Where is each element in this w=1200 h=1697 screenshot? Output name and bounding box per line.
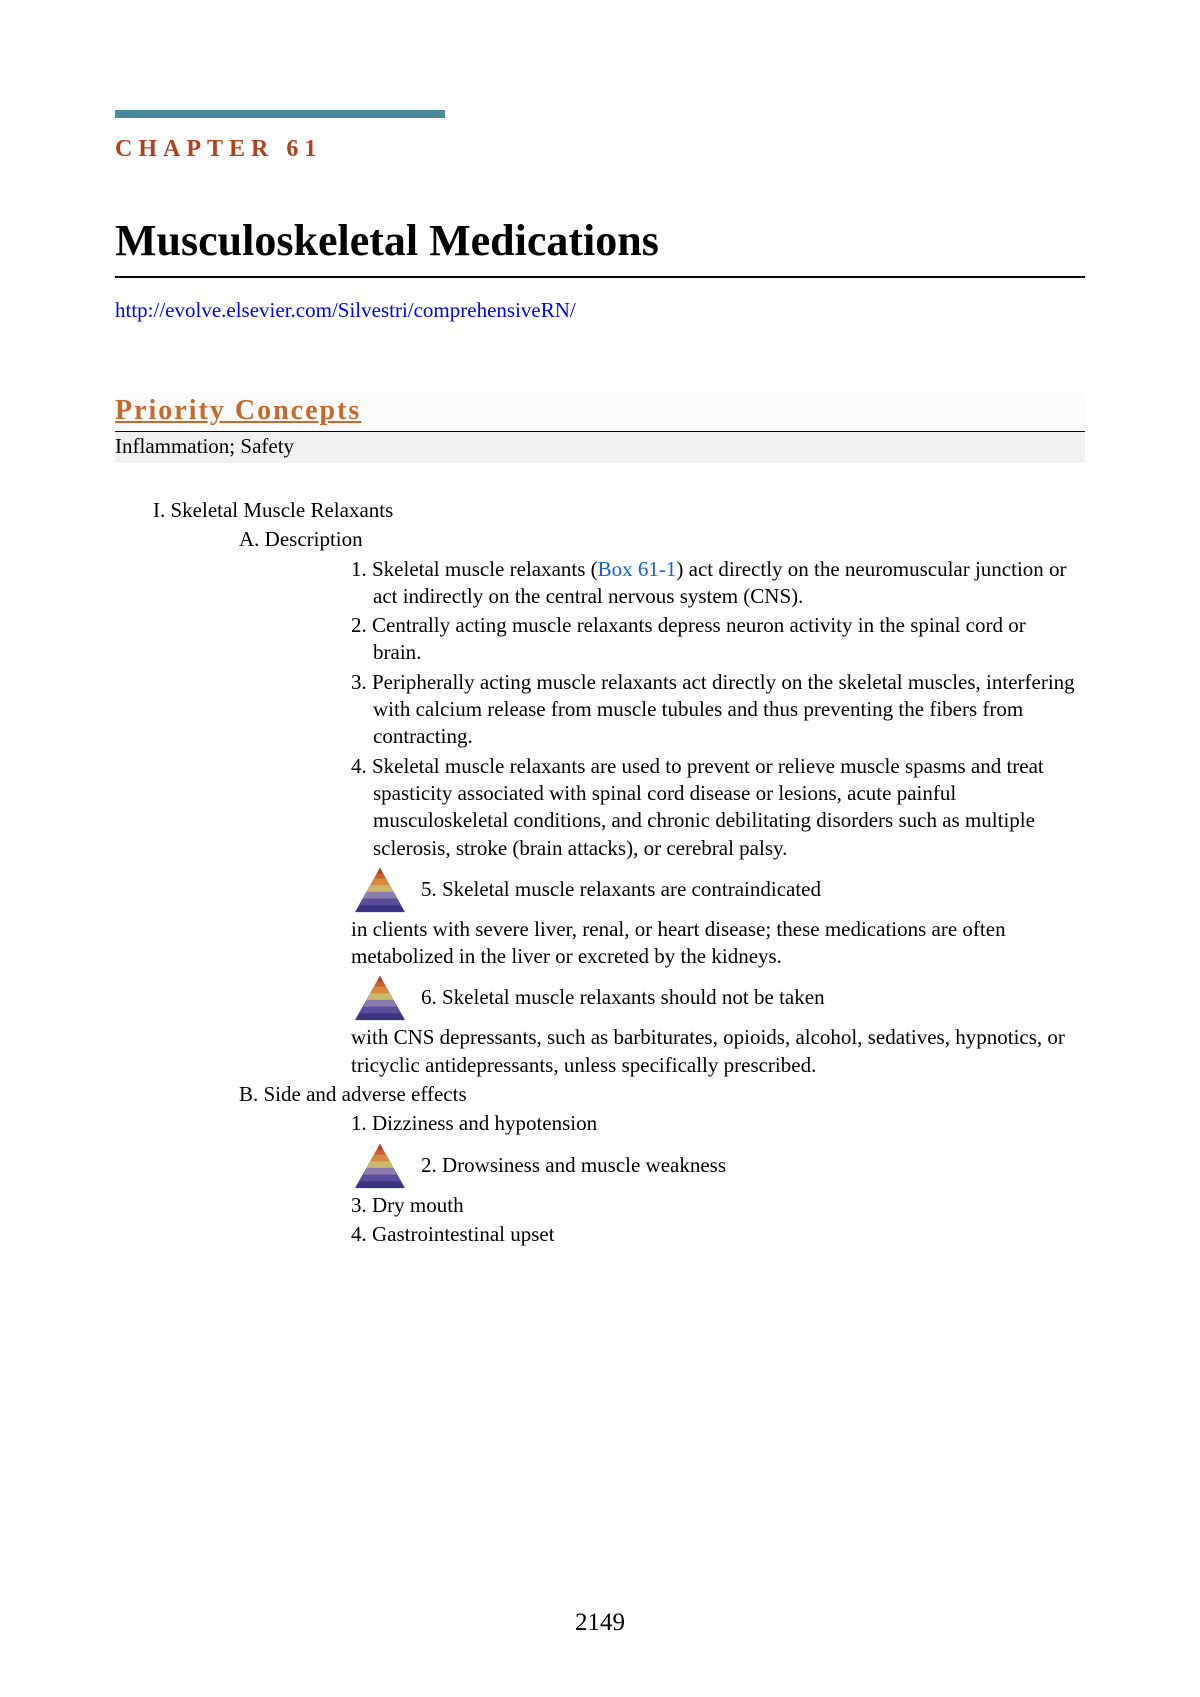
box-61-1-link[interactable]: Box 61-1 [598, 557, 677, 581]
outline-item-a2: 2. Centrally acting muscle relaxants dep… [351, 612, 1085, 667]
outline-level-i: I. Skeletal Muscle Relaxants [153, 497, 1085, 524]
concepts-text: Inflammation; Safety [115, 432, 1085, 463]
item-a5-lead: 5. Skeletal muscle relaxants are contrai… [421, 866, 821, 903]
outline-level-b-side-effects: B. Side and adverse effects [239, 1081, 1085, 1108]
outline-item-a3: 3. Peripherally acting muscle relaxants … [351, 669, 1085, 751]
chapter-label: CHAPTER 61 [115, 136, 1085, 163]
pyramid-icon [351, 974, 409, 1022]
item-a6-lead: 6. Skeletal muscle relaxants should not … [421, 974, 825, 1011]
item-a6-continuation: with CNS depressants, such as barbiturat… [351, 1024, 1085, 1079]
pyramid-item-b2: 2. Drowsiness and muscle weakness [351, 1142, 1085, 1190]
item-a5-continuation: in clients with severe liver, renal, or … [351, 916, 1085, 971]
pyramid-icon [351, 866, 409, 914]
outline-item-b3: 3. Dry mouth [351, 1192, 1085, 1219]
page-number: 2149 [575, 1609, 625, 1637]
pyramid-item-a5: 5. Skeletal muscle relaxants are contrai… [351, 866, 1085, 914]
pyramid-icon [351, 1142, 409, 1190]
chapter-title: Musculoskeletal Medications [115, 215, 1085, 278]
top-accent-bar [115, 110, 445, 118]
pyramid-item-a6: 6. Skeletal muscle relaxants should not … [351, 974, 1085, 1022]
outline-item-a1: 1. Skeletal muscle relaxants (Box 61-1) … [351, 556, 1085, 611]
outline-content: I. Skeletal Muscle Relaxants A. Descript… [115, 497, 1085, 1248]
outline-item-b1: 1. Dizziness and hypotension [351, 1110, 1085, 1137]
outline-item-a4: 4. Skeletal muscle relaxants are used to… [351, 753, 1085, 862]
outline-level-a-description: A. Description [239, 526, 1085, 553]
priority-concepts-heading: Priority Concepts [115, 393, 1085, 429]
item-a1-pre: 1. Skeletal muscle relaxants ( [351, 557, 598, 581]
outline-item-b4: 4. Gastrointestinal upset [351, 1221, 1085, 1248]
item-b2-text: 2. Drowsiness and muscle weakness [421, 1142, 726, 1179]
evolve-url-link[interactable]: http://evolve.elsevier.com/Silvestri/com… [115, 298, 576, 322]
